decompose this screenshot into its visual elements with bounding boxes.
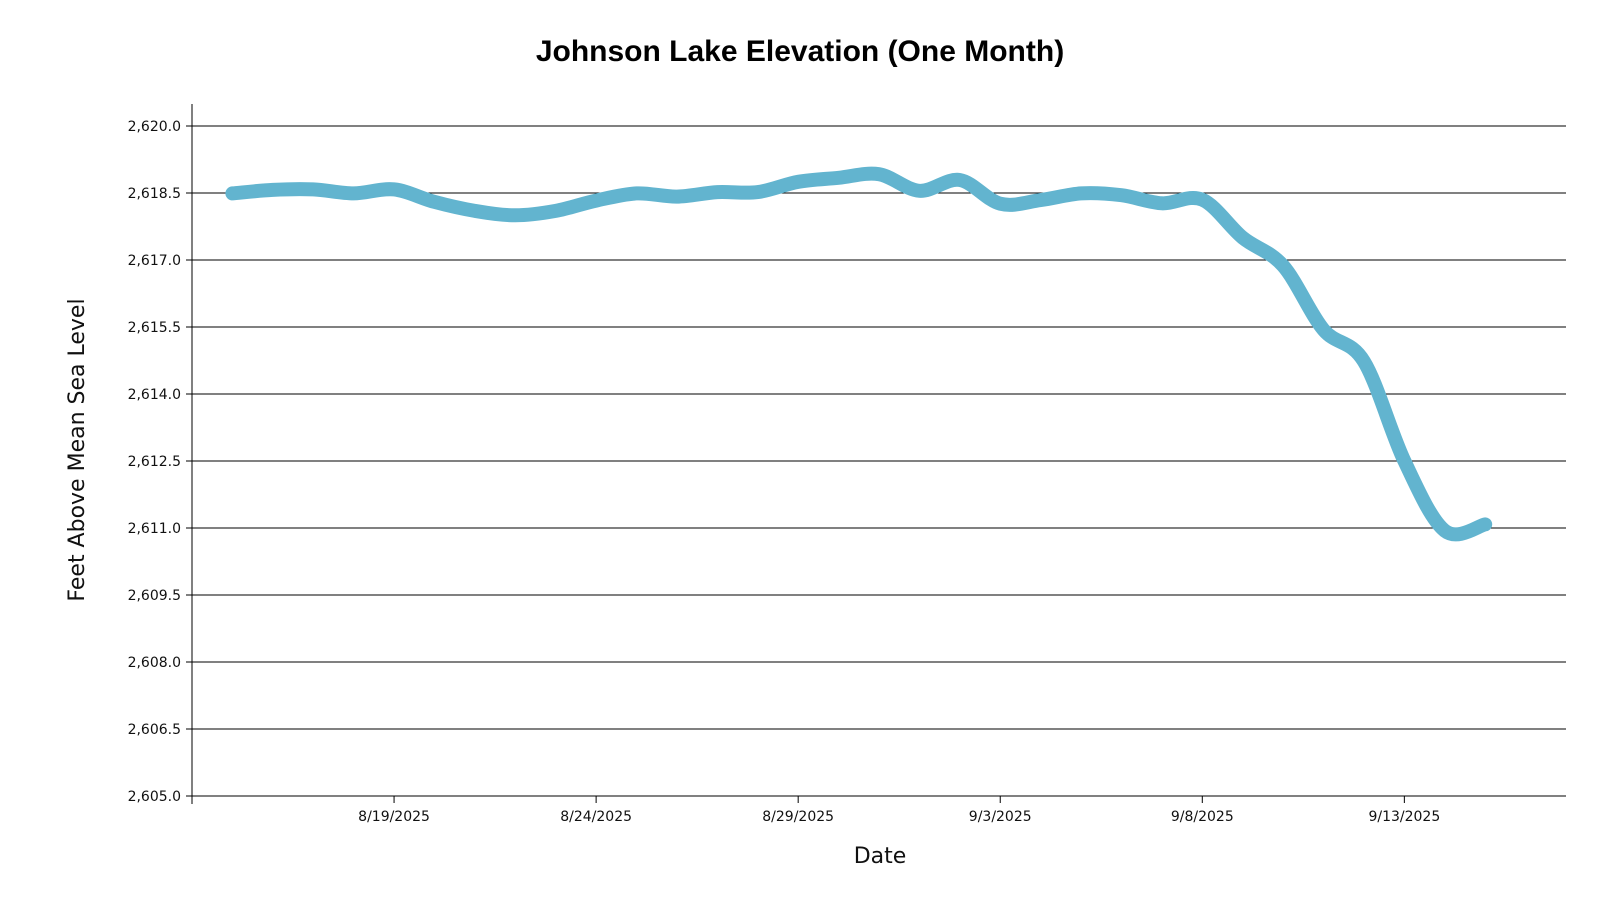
x-axis-label: Date [854, 844, 907, 869]
x-tick-label: 9/13/2025 [1368, 809, 1440, 825]
y-tick-label: 2,609.5 [128, 588, 181, 604]
y-tick-label: 2,612.5 [128, 454, 181, 470]
x-tick-label: 8/29/2025 [762, 809, 834, 825]
series-layer [225, 166, 1493, 542]
y-tick-label: 2,615.5 [128, 320, 181, 336]
y-axis-ticks: 2,605.0 2,606.5 2,608.0 2,609.5 2,611.0 2,612… [128, 119, 192, 805]
x-tick-label: 9/3/2025 [969, 809, 1032, 825]
x-tick-label: 8/19/2025 [358, 809, 430, 825]
y-tick-label: 2,614.0 [128, 387, 181, 403]
y-tick-label: 2,605.0 [128, 789, 181, 805]
chart-title: Johnson Lake Elevation (One Month) [536, 35, 1064, 68]
y-tick-label: 2,618.5 [128, 186, 181, 202]
series-line [225, 166, 1493, 542]
y-tick-label: 2,617.0 [128, 253, 181, 269]
y-tick-label: 2,620.0 [128, 119, 181, 135]
y-tick-label: 2,606.5 [128, 722, 181, 738]
y-tick-label: 2,608.0 [128, 655, 181, 671]
x-tick-label: 9/8/2025 [1171, 809, 1234, 825]
gridlines [192, 125, 1566, 797]
x-axis-ticks: 8/19/2025 8/24/2025 8/29/2025 9/3/2025 9/8/2… [358, 796, 1440, 825]
axes [191, 104, 1566, 804]
y-tick-label: 2,611.0 [128, 521, 181, 537]
y-axis-label: Feet Above Mean Sea Level [65, 298, 90, 601]
x-tick-label: 8/24/2025 [560, 809, 632, 825]
